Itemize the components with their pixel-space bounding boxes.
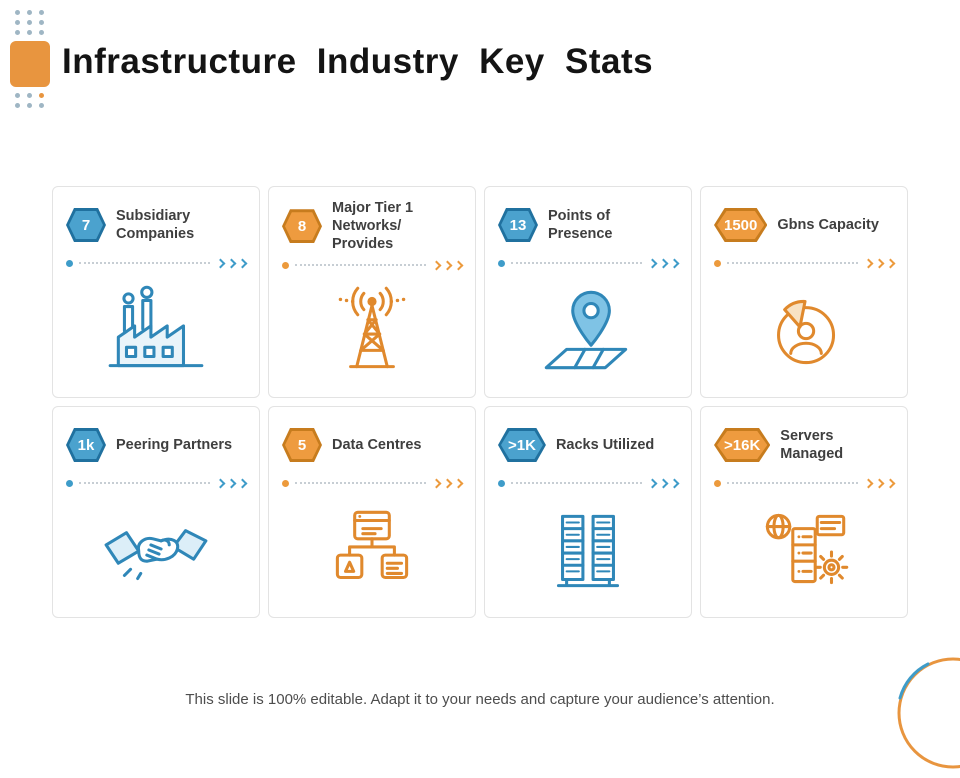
divider bbox=[498, 477, 680, 489]
divider bbox=[714, 257, 896, 269]
divider bbox=[66, 477, 248, 489]
stat-card-racks-utilized: >1K Racks Utilized bbox=[484, 406, 692, 618]
slide-title: Infrastructure Industry Key Stats bbox=[62, 42, 654, 81]
divider-dot bbox=[498, 479, 505, 487]
orange-square-decoration bbox=[10, 41, 50, 87]
card-label: Subsidiary Companies bbox=[116, 207, 195, 242]
footer-text: This slide is 100% editable. Adapt it to… bbox=[185, 691, 775, 708]
chevron-arrows bbox=[431, 260, 464, 271]
stat-card-servers-managed: >16K Servers Managed bbox=[700, 406, 908, 618]
dots-pattern-bottom bbox=[15, 93, 70, 108]
chevron-arrows bbox=[647, 258, 680, 268]
value-badge: >16K bbox=[714, 428, 771, 462]
map-pin-icon bbox=[498, 271, 678, 389]
divider-dot bbox=[498, 259, 505, 267]
divider bbox=[714, 477, 896, 489]
handshake-icon bbox=[66, 491, 246, 609]
stat-card-gbns-capacity: 1500 Gbns Capacity bbox=[700, 186, 908, 398]
chevron-arrows bbox=[215, 258, 248, 268]
chevron-arrows bbox=[431, 478, 464, 488]
corner-decoration bbox=[10, 10, 70, 108]
card-label: Peering Partners bbox=[116, 436, 233, 453]
corner-circle-decoration bbox=[897, 657, 960, 769]
stat-card-subsidiary-companies: 7 Subsidiary Companies bbox=[52, 186, 260, 398]
value-badge: 8 bbox=[282, 209, 322, 244]
value-badge: 13 bbox=[498, 208, 538, 242]
chevron-arrows bbox=[647, 478, 680, 488]
stat-card-peering-partners: 1k Peering Partners bbox=[52, 406, 260, 618]
radio-tower-icon bbox=[282, 273, 462, 389]
chevron-arrows bbox=[863, 478, 896, 488]
stat-card-points-of-presence: 13 Points of Presence bbox=[484, 186, 692, 398]
divider-dot bbox=[282, 479, 289, 487]
divider bbox=[282, 259, 464, 271]
value-badge: 1500 bbox=[714, 208, 768, 242]
chevron-arrows bbox=[863, 258, 896, 268]
value-badge: 1k bbox=[66, 428, 106, 462]
card-label: Points of Presence bbox=[548, 207, 613, 242]
value-badge: 7 bbox=[66, 208, 106, 242]
divider-dot bbox=[714, 259, 721, 267]
chevron-arrows bbox=[215, 478, 248, 488]
dots-pattern-top bbox=[15, 10, 70, 35]
card-label: Servers Managed bbox=[780, 427, 844, 462]
divider-dot bbox=[714, 479, 721, 487]
card-label: Racks Utilized bbox=[555, 436, 655, 453]
stat-card-tier1-networks: 8 Major Tier 1 Networks/ Provides bbox=[268, 186, 476, 398]
server-racks-icon bbox=[498, 491, 678, 609]
card-label: Data Centres bbox=[332, 436, 422, 453]
data-centre-icon bbox=[282, 491, 462, 609]
factory-icon bbox=[66, 271, 246, 389]
divider bbox=[66, 257, 248, 269]
card-label: Major Tier 1 Networks/ Provides bbox=[332, 200, 414, 253]
divider-dot bbox=[66, 479, 73, 487]
divider bbox=[282, 477, 464, 489]
servers-globe-icon bbox=[714, 491, 894, 609]
divider bbox=[498, 257, 680, 269]
divider-dot bbox=[66, 259, 73, 267]
stat-card-data-centres: 5 Data Centres bbox=[268, 406, 476, 618]
value-badge: >1K bbox=[498, 428, 546, 462]
card-label: Gbns Capacity bbox=[777, 216, 879, 233]
pie-chart-user-icon bbox=[714, 271, 894, 389]
divider-dot bbox=[282, 261, 289, 269]
stats-grid: 7 Subsidiary Companies 8 Major Tier 1 Ne… bbox=[52, 186, 908, 618]
value-badge: 5 bbox=[282, 428, 322, 462]
